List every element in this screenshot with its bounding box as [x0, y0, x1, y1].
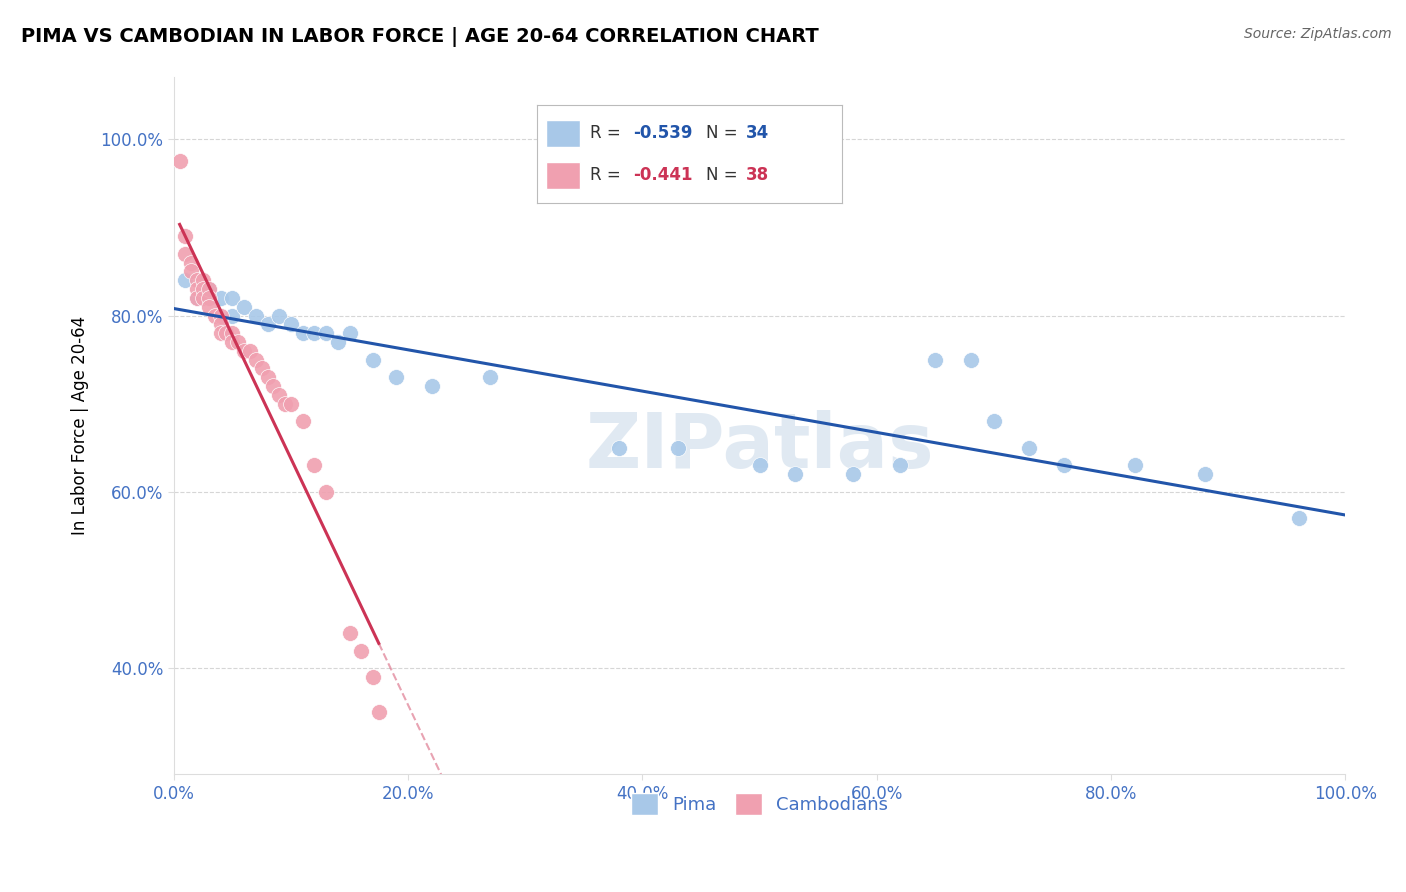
Point: [215, 326, 238, 341]
Point: [221, 291, 243, 305]
Point: [221, 326, 243, 341]
Point: [361, 670, 384, 684]
Point: [959, 352, 981, 367]
Point: [367, 706, 389, 720]
Point: [186, 291, 208, 305]
Point: [326, 334, 349, 349]
Text: ZIPatlas: ZIPatlas: [585, 409, 934, 483]
Point: [233, 300, 256, 314]
Point: [304, 458, 326, 473]
Point: [180, 255, 202, 269]
Point: [783, 467, 806, 482]
Point: [204, 309, 226, 323]
Point: [842, 467, 865, 482]
Point: [198, 282, 221, 296]
Y-axis label: In Labor Force | Age 20-64: In Labor Force | Age 20-64: [72, 317, 89, 535]
Point: [239, 343, 262, 358]
Point: [198, 282, 221, 296]
Point: [607, 441, 630, 455]
Legend: Pima, Cambodians: Pima, Cambodians: [621, 784, 897, 824]
Point: [209, 318, 232, 332]
Point: [198, 291, 221, 305]
Point: [174, 273, 197, 287]
Point: [186, 273, 208, 287]
Point: [339, 626, 361, 640]
Text: PIMA VS CAMBODIAN IN LABOR FORCE | AGE 20-64 CORRELATION CHART: PIMA VS CAMBODIAN IN LABOR FORCE | AGE 2…: [21, 27, 818, 46]
Point: [280, 318, 302, 332]
Point: [269, 309, 291, 323]
Point: [1053, 458, 1076, 473]
Point: [169, 154, 191, 169]
Point: [315, 484, 337, 499]
Point: [479, 370, 502, 384]
Point: [274, 397, 297, 411]
Point: [256, 370, 278, 384]
Point: [209, 326, 232, 341]
Point: [245, 309, 267, 323]
Point: [748, 458, 770, 473]
Point: [191, 282, 214, 296]
Point: [1194, 467, 1216, 482]
Point: [385, 370, 408, 384]
Point: [250, 361, 273, 376]
Point: [315, 326, 337, 341]
Point: [1018, 441, 1040, 455]
Point: [221, 334, 243, 349]
Point: [666, 441, 689, 455]
Point: [186, 282, 208, 296]
Point: [361, 352, 384, 367]
Point: [280, 397, 302, 411]
Point: [1123, 458, 1146, 473]
Point: [233, 343, 256, 358]
Point: [291, 414, 314, 428]
Point: [262, 379, 284, 393]
Point: [304, 326, 326, 341]
Point: [291, 326, 314, 341]
Point: [339, 326, 361, 341]
Point: [1288, 511, 1310, 525]
Point: [186, 291, 208, 305]
Text: Source: ZipAtlas.com: Source: ZipAtlas.com: [1244, 27, 1392, 41]
Point: [269, 388, 291, 402]
Point: [226, 334, 249, 349]
Point: [221, 309, 243, 323]
Point: [924, 352, 946, 367]
Point: [983, 414, 1005, 428]
Point: [174, 229, 197, 244]
Point: [209, 291, 232, 305]
Point: [198, 300, 221, 314]
Point: [209, 309, 232, 323]
Point: [350, 643, 373, 657]
Point: [889, 458, 911, 473]
Point: [256, 318, 278, 332]
Point: [245, 352, 267, 367]
Point: [180, 264, 202, 278]
Point: [191, 291, 214, 305]
Point: [191, 273, 214, 287]
Point: [174, 247, 197, 261]
Point: [420, 379, 443, 393]
